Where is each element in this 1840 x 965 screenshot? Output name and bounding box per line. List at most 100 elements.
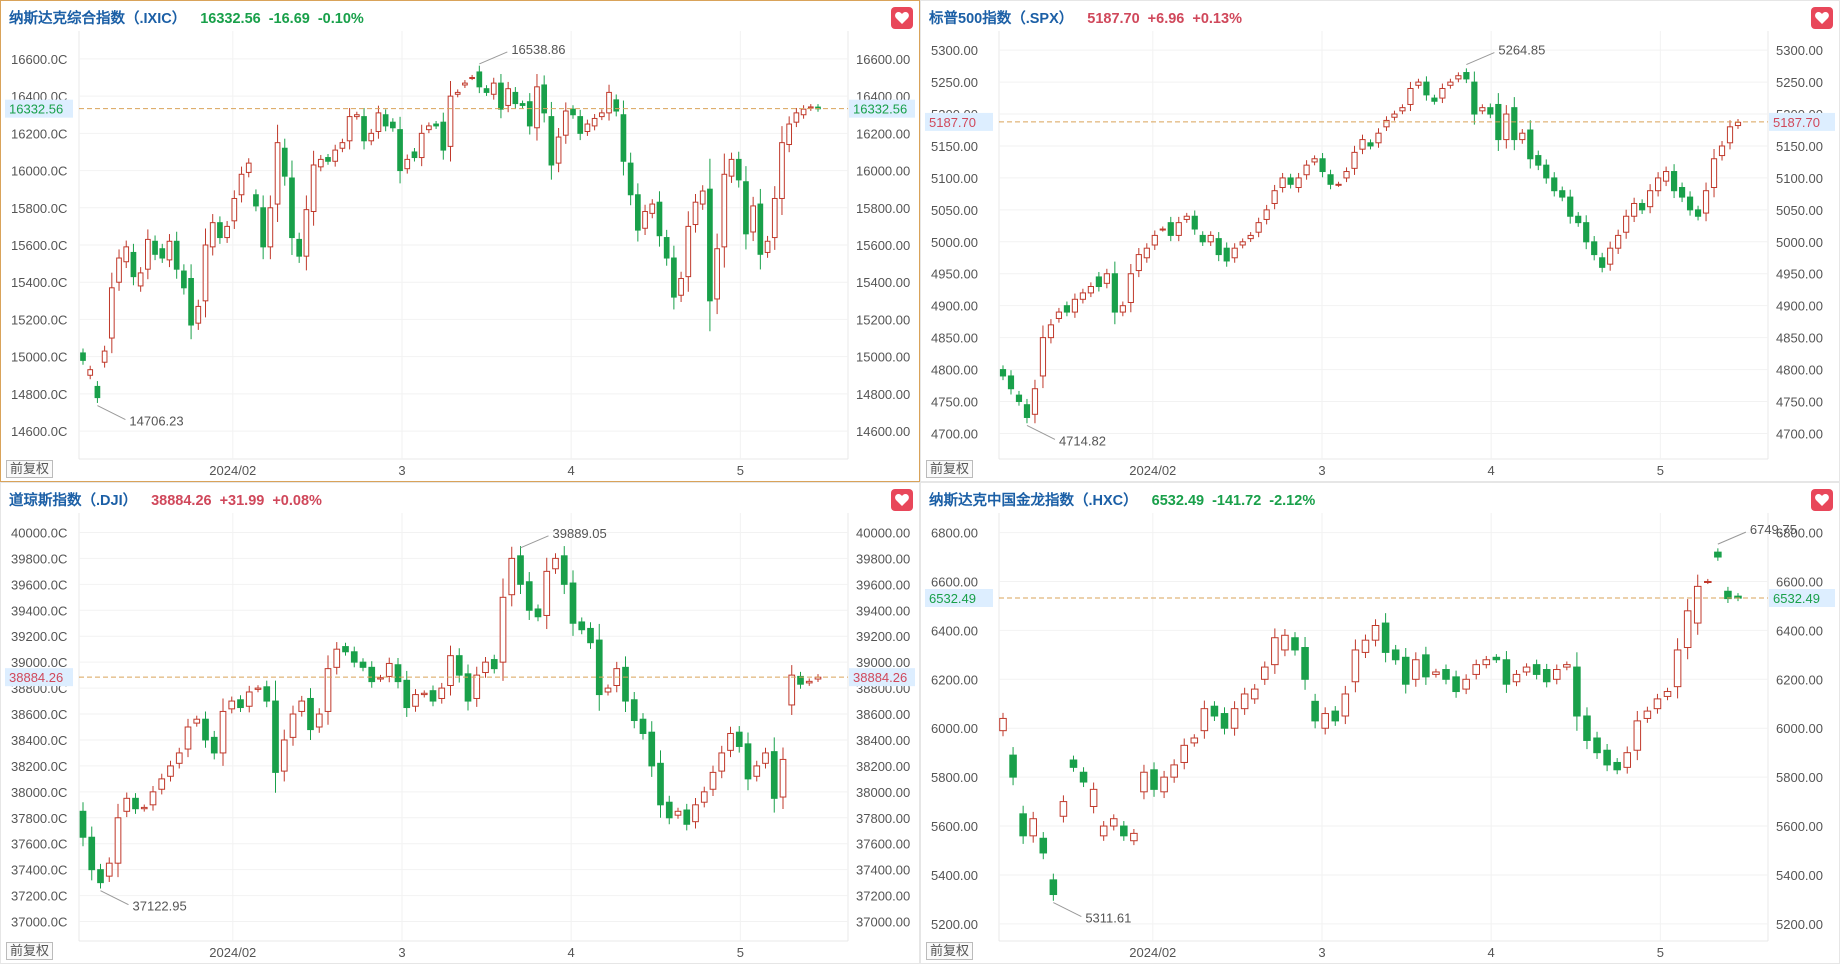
candle-body — [1230, 708, 1239, 729]
candle-body — [1407, 87, 1414, 105]
candle-body — [238, 173, 245, 196]
candle — [1191, 210, 1198, 235]
candle — [1535, 150, 1542, 171]
candle — [260, 195, 266, 260]
candle — [1422, 646, 1430, 685]
candle — [1718, 141, 1726, 161]
candle-body — [1693, 585, 1702, 624]
adjustment-toggle[interactable]: 前复权 — [6, 942, 54, 960]
candle — [1190, 734, 1199, 747]
candle-body — [671, 257, 677, 298]
candle — [595, 623, 603, 711]
candle — [193, 715, 201, 727]
candle-body — [447, 95, 454, 147]
candle-body — [1199, 234, 1206, 243]
adjustment-toggle[interactable]: 前复权 — [926, 942, 974, 960]
candle-body — [1319, 158, 1326, 173]
chart-panel-hxc[interactable]: 纳斯达克中国金龙指数（.HXC） 6532.49 -141.72 -2.12% 6800… — [920, 482, 1840, 964]
chart-panel-spx[interactable]: 标普500指数（.SPX） 5187.70 +6.96 +0.13% 5300.00 53… — [920, 0, 1840, 482]
heart-icon[interactable] — [1811, 7, 1833, 29]
candle — [1452, 670, 1460, 698]
candle — [999, 365, 1007, 381]
candle-body — [1127, 273, 1134, 303]
adjustment-toggle[interactable]: 前复权 — [6, 460, 54, 478]
candle — [692, 194, 699, 233]
candle — [303, 195, 310, 271]
candle — [548, 101, 555, 180]
high-leader-line — [479, 51, 508, 65]
candle — [1335, 181, 1342, 187]
candle — [584, 119, 591, 136]
x-tick-label: 3 — [1318, 945, 1325, 960]
candle-body — [1381, 622, 1390, 653]
candle — [570, 105, 576, 119]
candle — [1432, 668, 1440, 678]
chart-panel-dji[interactable]: 道琼斯指数（.DJI） 38884.26 +31.99 +0.08% 40000.0C 4… — [0, 482, 920, 964]
candle-body — [674, 810, 682, 816]
candle-body — [440, 121, 447, 151]
candle — [512, 87, 519, 109]
candle — [245, 685, 253, 713]
candle — [202, 228, 209, 318]
last-price-label-right: 6532.49 — [1773, 591, 1820, 606]
candle-body — [735, 731, 743, 747]
candle — [805, 678, 813, 686]
candle — [692, 798, 699, 829]
candlestick-chart[interactable]: 5300.005300.005250.005250.005200.005200.… — [921, 1, 1840, 483]
candlestick-chart[interactable]: 6800.00 6800.00 6600.00 6600.00 6400.00 6400.… — [921, 483, 1840, 965]
last-price-label-left: 16332.56 — [9, 102, 63, 117]
candle-body — [1599, 257, 1606, 268]
index-change: -141.72 — [1212, 493, 1262, 509]
candle — [94, 381, 101, 403]
heart-icon[interactable] — [891, 7, 913, 29]
candle-body — [526, 101, 533, 127]
candle-body — [1471, 81, 1478, 115]
y-tick-label-left: 6200.00 — [931, 672, 978, 687]
candle — [815, 104, 821, 112]
candle — [166, 234, 173, 268]
candle-body — [1049, 879, 1058, 896]
candle-body — [678, 277, 684, 296]
candle — [620, 100, 627, 176]
heart-icon[interactable] — [891, 489, 913, 511]
candle-body — [1694, 209, 1702, 217]
y-tick-label-right: 37400.00 — [856, 863, 910, 878]
candle-body — [630, 699, 638, 722]
y-tick-label-left: 5100.00 — [931, 171, 978, 186]
adjustment-toggle[interactable]: 前复权 — [926, 460, 974, 478]
y-tick-label-right: 39400.00 — [856, 603, 910, 618]
candle-body — [1291, 637, 1299, 651]
candle — [1522, 663, 1531, 676]
y-tick-label-right: 39800.00 — [856, 551, 910, 566]
candle-body — [578, 621, 586, 631]
y-tick-label-right: 4700.00 — [1776, 426, 1823, 441]
y-tick-label-right: 5300.00 — [1776, 43, 1823, 58]
candle-body — [1301, 647, 1309, 680]
candle — [526, 93, 533, 135]
candle — [1089, 782, 1098, 814]
candle-body — [999, 369, 1007, 377]
candle — [1007, 370, 1015, 395]
candle-body — [454, 91, 461, 95]
candle — [753, 760, 761, 782]
candle — [1613, 758, 1621, 775]
heart-icon[interactable] — [1811, 489, 1833, 511]
chart-panel-ixic[interactable]: 纳斯达克综合指数（.IXIC） 16332.56 -16.69 -0.10% 16600… — [0, 0, 920, 482]
y-tick-label-right: 37600.00 — [856, 837, 910, 852]
candle-body — [1095, 276, 1102, 288]
candle-body — [1375, 132, 1382, 144]
candle — [577, 109, 584, 141]
candle — [639, 713, 647, 740]
candle-body — [1271, 190, 1278, 204]
candle — [1563, 661, 1571, 671]
candle — [534, 74, 540, 141]
candlestick-chart[interactable]: 40000.0C 40000.00 39800.0C 39800.00 39600.0C… — [1, 483, 921, 965]
candle-body — [1615, 234, 1622, 249]
candle-body — [1250, 688, 1259, 700]
candle-body — [202, 244, 209, 302]
candle-body — [1140, 771, 1148, 793]
candle-body — [700, 791, 708, 803]
candle-body — [1135, 254, 1142, 272]
candle — [181, 264, 187, 295]
